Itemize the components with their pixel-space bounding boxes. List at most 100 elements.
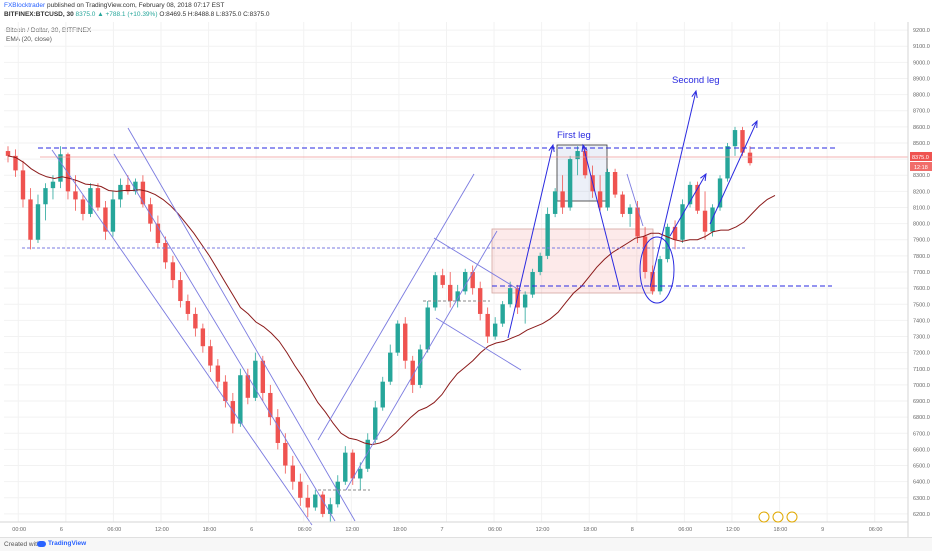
ohlc-values: O:8469.5 H:8488.8 L:8375.0 C:8375.0 [159,11,270,18]
channel-line[interactable] [626,173,644,227]
channel-line[interactable] [433,237,522,292]
candle [13,149,18,177]
event-flag-icon[interactable] [772,511,784,523]
candle [717,175,723,211]
time-tick-label: 6 [250,527,253,533]
tradingview-brand[interactable]: TradingView [48,540,87,547]
candle [695,181,700,214]
candle [522,291,528,324]
candle [552,188,558,218]
candle [470,265,475,295]
price-tick-label: 7900.0 [913,238,930,244]
candle [118,178,123,208]
symbol-label: BITFINEX:BTCUSD, 30 [4,11,74,18]
candle [110,191,116,237]
candle [80,194,86,221]
second-leg-arrow[interactable] [649,89,698,288]
candle [185,294,191,321]
candle [605,168,610,211]
candle [448,272,453,308]
candle [73,175,78,211]
candle [455,284,460,308]
price-tick-label: 7700.0 [913,270,930,276]
publish-info: FXBlocktrader published on TradingView.c… [4,2,224,9]
price-tick-label: 6700.0 [913,431,930,437]
candle [268,384,273,426]
candle [620,191,625,218]
time-tick-label: 18:00 [203,527,217,533]
price-tick-label: 8100.0 [913,205,930,211]
candlestick-series [5,126,753,522]
event-flag-icon[interactable] [758,511,770,523]
candle [650,265,655,295]
candle [328,497,333,522]
candle [358,462,363,490]
candle [5,146,11,163]
price-tick-label: 7400.0 [913,318,930,324]
highlight-ellipse[interactable] [639,236,675,304]
candle [530,268,535,298]
time-tick-label: 12:00 [345,527,359,533]
channel-line[interactable] [127,127,356,522]
candle [657,255,663,295]
last-price-time: 12:18 [914,165,928,171]
candle [20,160,26,208]
channel-line[interactable] [345,230,498,491]
candle [230,392,236,434]
drawings-foreground [22,89,908,526]
candle [290,455,296,490]
candle [627,204,633,227]
candle [305,484,310,518]
event-icons[interactable] [758,511,798,523]
time-tick-label: 8 [631,527,634,533]
published-text: published on TradingView.com, February 0… [47,2,225,9]
demand-zone[interactable] [491,228,654,294]
candle [343,446,348,485]
candle [245,368,251,405]
legend-ema[interactable]: EMA (20, close) [6,36,52,43]
time-tick-label: 06:00 [488,527,502,533]
candle [433,272,438,311]
first-leg-arrow[interactable] [581,143,621,291]
first-leg-arrow[interactable] [507,143,555,339]
candle [403,317,408,369]
candle [747,146,753,166]
time-tick-label: 12:00 [155,527,169,533]
candle [193,307,198,337]
candle [223,375,228,408]
candle [395,320,400,356]
time-tick-label: 06:00 [107,527,121,533]
event-flag-icon[interactable] [786,511,798,523]
candle [200,323,206,353]
price-tick-label: 8800.0 [913,93,930,99]
channel-line[interactable] [317,173,475,441]
candle [687,181,693,208]
second-leg-arrow[interactable] [669,172,707,237]
last-price-label: 8375.0 [912,155,929,161]
time-tick-label: 9 [821,527,824,533]
candle [373,401,378,443]
second-leg-arrow[interactable] [709,119,758,225]
candle [492,317,498,340]
channel-line[interactable] [51,149,313,526]
last-price-marker: 8375.0 12:18 [910,152,932,171]
price-axis[interactable]: 6200.0 6300.0 6400.0 6500.0 6600.0 6700.0 6800… [907,0,932,537]
candle [170,255,176,289]
price-tick-label: 6600.0 [913,447,930,453]
author-link[interactable]: FXBlocktrader [4,2,46,9]
chart-grid [4,22,908,522]
candle [28,188,33,250]
candle [298,473,303,506]
candle [283,433,288,474]
channel-line[interactable] [435,317,522,371]
channel-line[interactable] [113,153,336,522]
price-tick-label: 8000.0 [913,222,930,228]
candle [575,146,580,176]
price-tick-label: 7300.0 [913,335,930,341]
price-tick-label: 9100.0 [913,44,930,50]
time-axis[interactable]: 00:00 6 06:00 12:00 18:00 6 06:00 12:00 18:00 7 06… [0,521,908,533]
candle [388,344,393,385]
time-tick-label: 7 [440,527,443,533]
candle [155,215,161,248]
